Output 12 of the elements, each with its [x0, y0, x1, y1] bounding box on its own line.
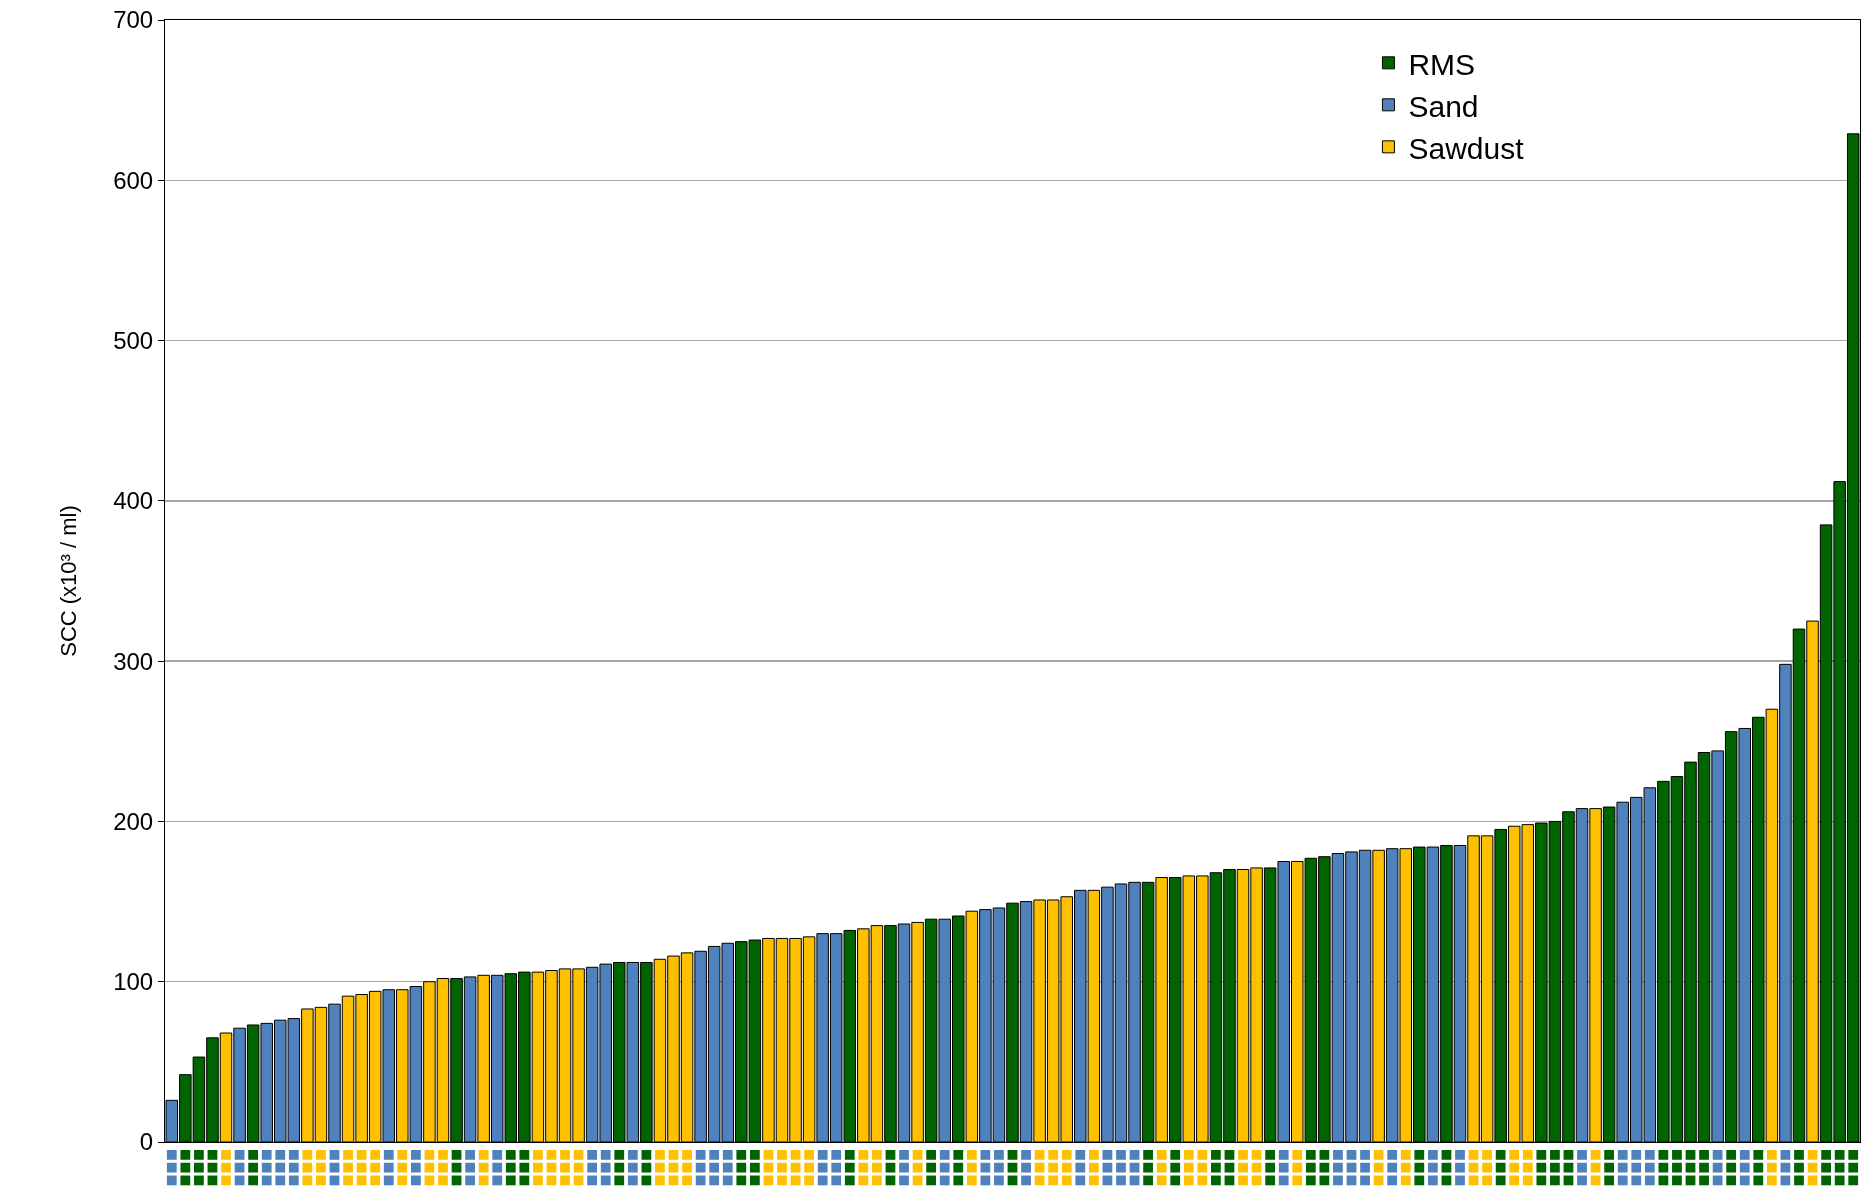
legend-label: Sawdust — [1408, 131, 1525, 165]
y-tick-label: 500 — [113, 326, 154, 354]
y-tick-label: 0 — [139, 1128, 154, 1156]
y-tick-label: 300 — [113, 647, 154, 675]
legend-label: RMS — [1408, 47, 1476, 81]
y-tick-label: 700 — [113, 6, 154, 34]
y-tick-label: 100 — [113, 968, 154, 996]
y-tick-label: 200 — [113, 807, 154, 835]
y-tick-label: 600 — [113, 166, 154, 194]
legend-label: Sand — [1408, 89, 1479, 123]
y-tick-label: 400 — [113, 487, 154, 515]
y-axis-title: SCC (x10³ / ml) — [55, 505, 81, 657]
